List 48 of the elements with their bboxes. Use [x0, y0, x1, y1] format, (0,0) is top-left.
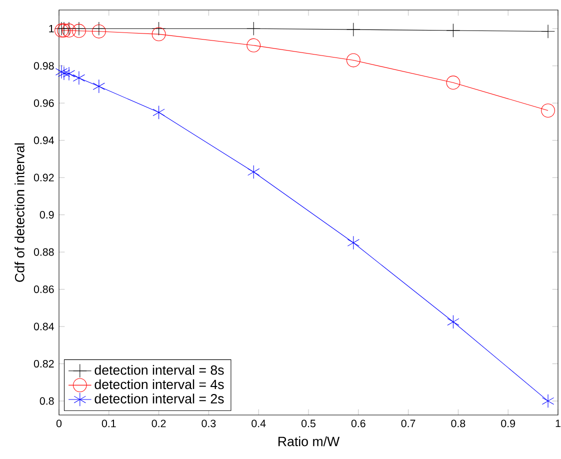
y-tick-label: 0.94	[34, 136, 54, 144]
point	[246, 22, 261, 36]
x-axis-title: Ratio m/W	[278, 436, 340, 446]
x-tick-label: 0.1	[102, 420, 116, 428]
y-tick-label: 0.84	[34, 322, 54, 330]
x-tick-label: 0.6	[351, 420, 366, 428]
point	[92, 24, 106, 38]
y-tick-label: 1	[49, 24, 54, 32]
x-tick-label: 1	[556, 420, 560, 428]
legend-label: detection interval = 2s	[94, 394, 224, 404]
point	[152, 27, 166, 42]
y-tick-label: 0.8	[40, 397, 54, 405]
point	[446, 24, 460, 38]
legend-label: detection interval = 8s	[94, 365, 224, 375]
point	[72, 71, 86, 85]
point	[347, 236, 360, 250]
y-tick-label: 0.92	[34, 174, 54, 182]
point	[541, 104, 555, 118]
x-tick-label: 0.2	[152, 420, 166, 428]
point	[58, 66, 70, 80]
point	[152, 105, 165, 120]
y-axis-title: Cdf of detection interval	[14, 143, 24, 282]
x-tick-label: 0.8	[451, 420, 466, 428]
y-tick-label: 0.82	[34, 360, 54, 368]
x-tick-label: 0.3	[202, 420, 216, 428]
point	[447, 314, 460, 329]
point	[55, 64, 68, 79]
y-tick-label: 0.96	[34, 99, 54, 107]
x-tick-label: 0.9	[501, 420, 515, 428]
x-tick-label: 0.7	[401, 420, 416, 428]
point	[246, 38, 261, 52]
point	[152, 22, 166, 36]
point	[542, 394, 554, 408]
y-tick-label: 0.9	[40, 211, 54, 219]
point	[446, 76, 460, 90]
point	[541, 24, 555, 38]
point	[92, 22, 106, 36]
point	[346, 22, 360, 36]
y-tick-label: 0.86	[34, 286, 54, 294]
y-tick-label: 0.88	[34, 248, 54, 256]
x-tick-label: 0.5	[302, 420, 316, 428]
y-tick-label: 0.98	[34, 62, 54, 70]
x-tick-label: 0.4	[252, 420, 266, 428]
point	[346, 53, 360, 68]
point	[92, 79, 105, 94]
legend-label: detection interval = 4s	[94, 379, 224, 390]
x-tick-label: 0	[56, 420, 62, 428]
point	[248, 165, 260, 179]
